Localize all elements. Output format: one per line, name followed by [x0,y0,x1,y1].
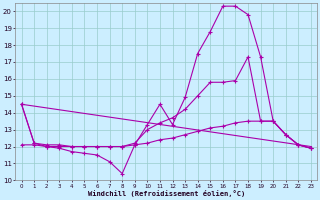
X-axis label: Windchill (Refroidissement éolien,°C): Windchill (Refroidissement éolien,°C) [88,190,245,197]
